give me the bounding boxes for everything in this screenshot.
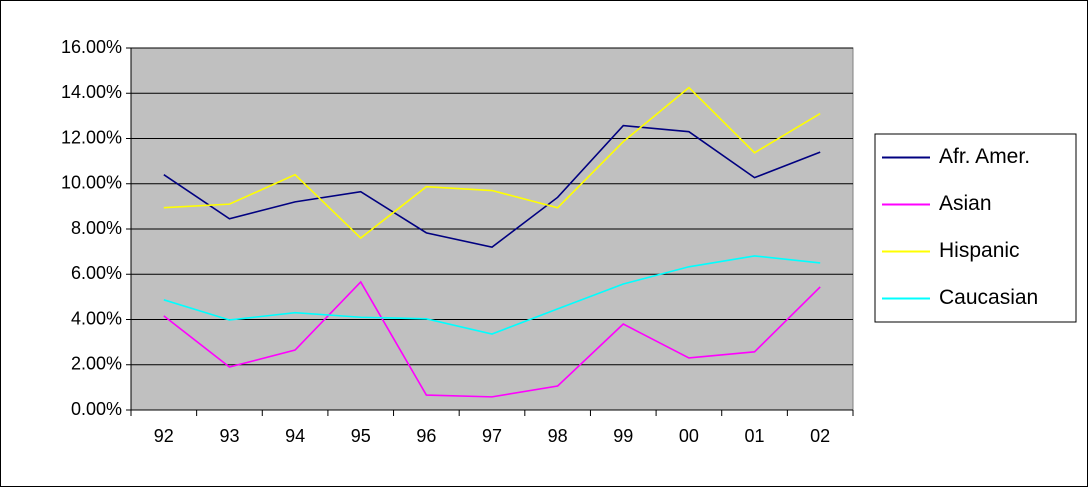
x-tick-label: 92 (154, 426, 174, 446)
legend-box (874, 133, 1077, 323)
x-tick-label: 98 (548, 426, 568, 446)
legend-label: Asian (939, 192, 992, 215)
x-tick-label: 93 (219, 426, 239, 446)
y-tick-label: 6.00% (71, 263, 122, 283)
y-tick-label: 14.00% (61, 82, 122, 102)
x-tick-label: 97 (482, 426, 502, 446)
legend-label: Afr. Amer. (939, 145, 1030, 168)
x-tick-label: 95 (351, 426, 371, 446)
legend-label: Caucasian (939, 286, 1038, 309)
x-tick-label: 99 (613, 426, 633, 446)
x-tick-label: 94 (285, 426, 305, 446)
y-tick-label: 12.00% (61, 127, 122, 147)
y-tick-label: 2.00% (71, 354, 122, 374)
x-tick-label: 00 (679, 426, 699, 446)
series-line (163, 280, 821, 398)
series-line (163, 86, 821, 240)
series-line (163, 124, 821, 248)
y-tick-label: 10.00% (61, 173, 122, 193)
y-tick-label: 4.00% (71, 308, 122, 328)
y-tick-label: 0.00% (71, 399, 122, 419)
legend-label: Hispanic (939, 239, 1020, 262)
y-tick-label: 8.00% (71, 218, 122, 238)
series-line (163, 255, 821, 335)
x-tick-label: 01 (745, 426, 765, 446)
y-tick-label: 16.00% (61, 37, 122, 57)
x-tick-label: 02 (810, 426, 830, 446)
x-tick-label: 96 (416, 426, 436, 446)
